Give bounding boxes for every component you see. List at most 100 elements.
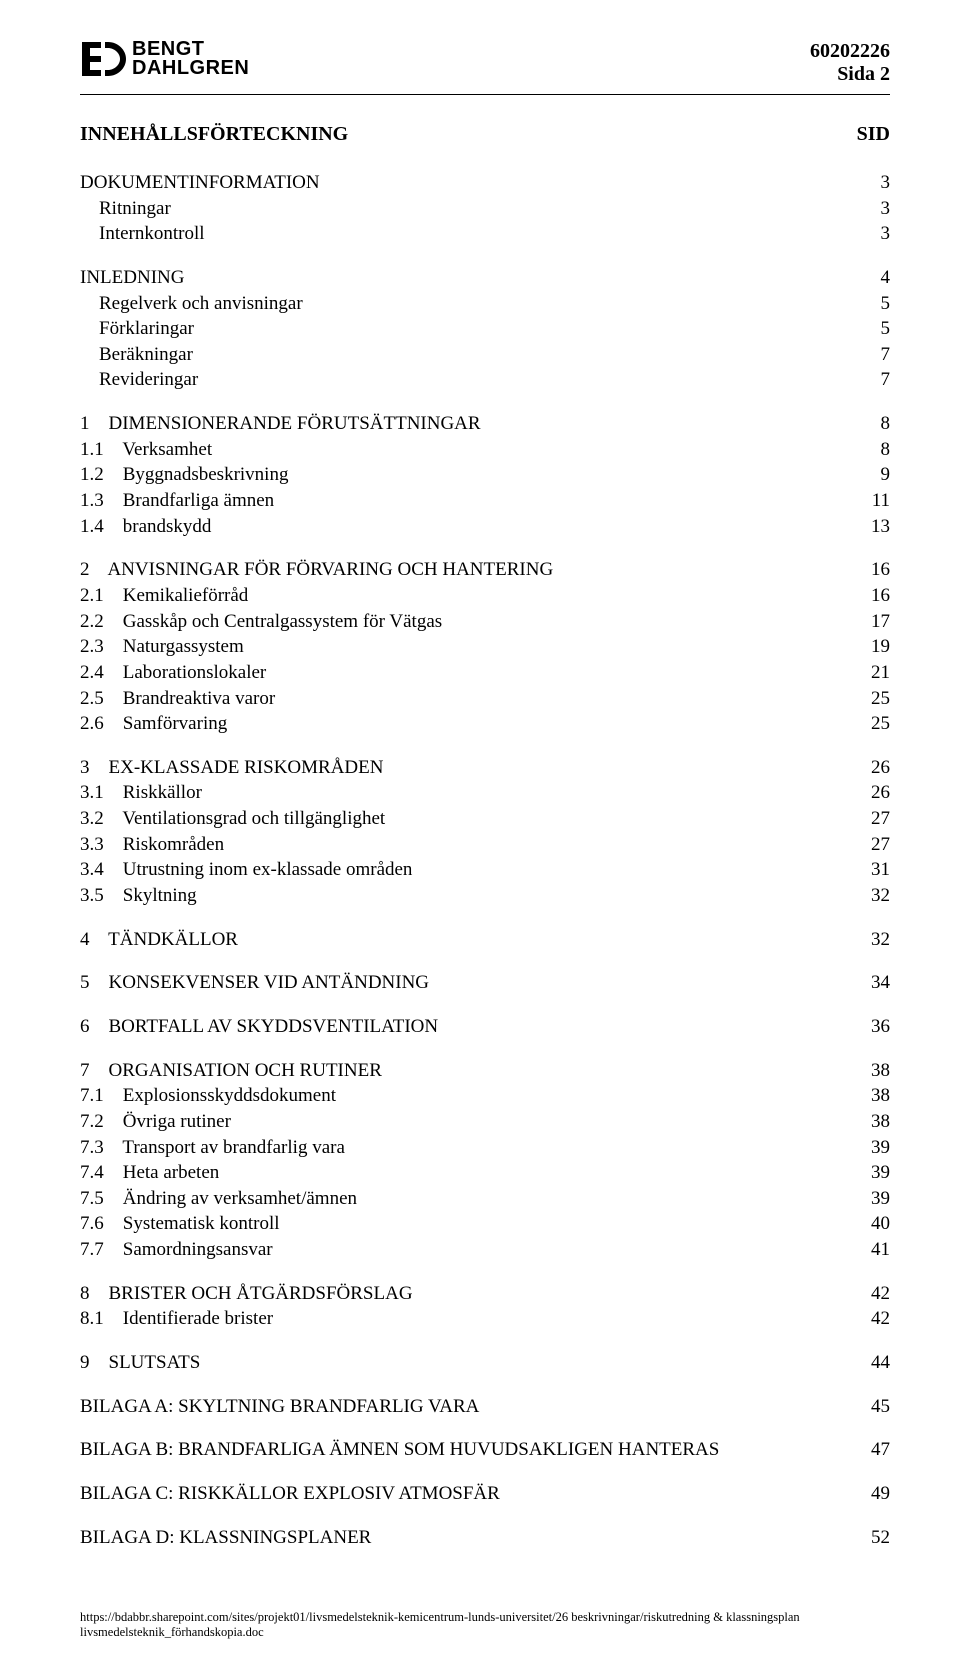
toc-row: Ritningar3 bbox=[80, 196, 890, 222]
toc-page-number: 44 bbox=[859, 1350, 890, 1376]
toc-page-number: 16 bbox=[859, 557, 890, 583]
toc-row: Regelverk och anvisningar5 bbox=[80, 291, 890, 317]
toc-page-number: 39 bbox=[859, 1186, 890, 1212]
page-footer: https://bdabbr.sharepoint.com/sites/proj… bbox=[80, 1610, 890, 1640]
toc-label: 4 TÄNDKÄLLOR bbox=[80, 927, 238, 953]
toc-row: BILAGA D: KLASSNINGSPLANER52 bbox=[80, 1525, 890, 1551]
toc-label: 1.2 Byggnadsbeskrivning bbox=[80, 462, 288, 488]
toc-label: Beräkningar bbox=[80, 342, 193, 368]
toc-page-number: 47 bbox=[859, 1437, 890, 1463]
toc-page-number: 38 bbox=[859, 1058, 890, 1084]
toc-row: 3.5 Skyltning32 bbox=[80, 883, 890, 909]
toc-label: 2.2 Gasskåp och Centralgassystem för Vät… bbox=[80, 609, 442, 635]
toc-page-number: 52 bbox=[859, 1525, 890, 1551]
toc-page-number: 38 bbox=[859, 1083, 890, 1109]
logo-icon bbox=[80, 40, 126, 78]
toc-page-number: 26 bbox=[859, 755, 890, 781]
toc-group: 5 KONSEKVENSER VID ANTÄNDNING 34 bbox=[80, 970, 890, 996]
toc-label: 3.5 Skyltning bbox=[80, 883, 197, 909]
toc-page-number: 49 bbox=[859, 1481, 890, 1507]
toc-row: Förklaringar5 bbox=[80, 316, 890, 342]
toc-row: 9 SLUTSATS 44 bbox=[80, 1350, 890, 1376]
toc-page-number: 42 bbox=[859, 1281, 890, 1307]
toc-page-number: 19 bbox=[859, 634, 890, 660]
toc-page-number: 7 bbox=[869, 367, 891, 393]
toc-row: 1.1 Verksamhet8 bbox=[80, 437, 890, 463]
toc-label: 1.3 Brandfarliga ämnen bbox=[80, 488, 274, 514]
toc-row: Internkontroll3 bbox=[80, 221, 890, 247]
toc-label: 7.5 Ändring av verksamhet/ämnen bbox=[80, 1186, 357, 1212]
toc-label: 8 BRISTER OCH ÅTGÄRDSFÖRSLAG bbox=[80, 1281, 413, 1307]
document-number: 60202226 bbox=[810, 40, 890, 63]
toc-row: 3 EX-KLASSADE RISKOMRÅDEN 26 bbox=[80, 755, 890, 781]
toc-page-number: 38 bbox=[859, 1109, 890, 1135]
toc-row: 7.4 Heta arbeten39 bbox=[80, 1160, 890, 1186]
toc-label: 3.1 Riskkällor bbox=[80, 780, 202, 806]
toc-heading-left: INNEHÅLLSFÖRTECKNING bbox=[80, 123, 348, 146]
toc-page-number: 36 bbox=[859, 1014, 890, 1040]
toc-label: BILAGA C: RISKKÄLLOR EXPLOSIV ATMOSFÄR bbox=[80, 1481, 500, 1507]
toc-row: 7.1 Explosionsskyddsdokument38 bbox=[80, 1083, 890, 1109]
toc-label: 6 BORTFALL AV SKYDDSVENTILATION bbox=[80, 1014, 438, 1040]
brand-logo: BENGT DAHLGREN bbox=[80, 40, 249, 78]
toc-page-number: 3 bbox=[869, 196, 891, 222]
toc-row: 2.4 Laborationslokaler 21 bbox=[80, 660, 890, 686]
toc-page-number: 27 bbox=[859, 806, 890, 832]
toc-label: 2.4 Laborationslokaler bbox=[80, 660, 266, 686]
toc-group: INLEDNING 4 Regelverk och anvisningar5 Fö… bbox=[80, 265, 890, 393]
toc-row: DOKUMENTINFORMATION3 bbox=[80, 170, 890, 196]
toc-page-number: 4 bbox=[869, 265, 891, 291]
toc-row: BILAGA C: RISKKÄLLOR EXPLOSIV ATMOSFÄR 49 bbox=[80, 1481, 890, 1507]
toc-row: BILAGA A: SKYLTNING BRANDFARLIG VARA 45 bbox=[80, 1394, 890, 1420]
toc-label: 2.1 Kemikalieförråd bbox=[80, 583, 248, 609]
toc-label: 3 EX-KLASSADE RISKOMRÅDEN bbox=[80, 755, 383, 781]
toc-page-number: 42 bbox=[859, 1306, 890, 1332]
toc-group: 8 BRISTER OCH ÅTGÄRDSFÖRSLAG428.1 Identi… bbox=[80, 1281, 890, 1332]
toc-page-number: 17 bbox=[859, 609, 890, 635]
toc-label: 7.7 Samordningsansvar bbox=[80, 1237, 273, 1263]
toc-label: BILAGA B: BRANDFARLIGA ÄMNEN SOM HUVUDSA… bbox=[80, 1437, 719, 1463]
toc-row: 3.2 Ventilationsgrad och tillgänglighet2… bbox=[80, 806, 890, 832]
toc-row: 2 ANVISNINGAR FÖR FÖRVARING OCH HANTERIN… bbox=[80, 557, 890, 583]
toc-row: 1.3 Brandfarliga ämnen11 bbox=[80, 488, 890, 514]
toc-page-number: 25 bbox=[859, 686, 890, 712]
toc-page-number: 45 bbox=[859, 1394, 890, 1420]
toc-label: 2.6 Samförvaring bbox=[80, 711, 227, 737]
toc-label: 2 ANVISNINGAR FÖR FÖRVARING OCH HANTERIN… bbox=[80, 557, 553, 583]
toc-page-number: 31 bbox=[859, 857, 890, 883]
toc-row: 2.3 Naturgassystem19 bbox=[80, 634, 890, 660]
toc-row: 7.5 Ändring av verksamhet/ämnen 39 bbox=[80, 1186, 890, 1212]
toc-row: 3.4 Utrustning inom ex-klassade områden3… bbox=[80, 857, 890, 883]
toc-page-number: 5 bbox=[869, 291, 891, 317]
toc-row: 2.5 Brandreaktiva varor 25 bbox=[80, 686, 890, 712]
document-page: BENGT DAHLGREN 60202226 Sida 2 INNEHÅLLS… bbox=[0, 0, 960, 1680]
toc-label: BILAGA A: SKYLTNING BRANDFARLIG VARA bbox=[80, 1394, 479, 1420]
toc-page-number: 34 bbox=[859, 970, 890, 996]
toc-page-number: 3 bbox=[869, 221, 891, 247]
toc-row: 7.7 Samordningsansvar41 bbox=[80, 1237, 890, 1263]
brand-name: BENGT DAHLGREN bbox=[132, 40, 249, 78]
toc-page-number: 21 bbox=[859, 660, 890, 686]
toc-row: 5 KONSEKVENSER VID ANTÄNDNING 34 bbox=[80, 970, 890, 996]
toc-page-number: 25 bbox=[859, 711, 890, 737]
toc-label: 2.5 Brandreaktiva varor bbox=[80, 686, 275, 712]
toc-group: 1 DIMENSIONERANDE FÖRUTSÄTTNINGAR81.1 Ve… bbox=[80, 411, 890, 539]
toc-page-number: 39 bbox=[859, 1160, 890, 1186]
toc-label: INLEDNING bbox=[80, 265, 184, 291]
toc-page-number: 27 bbox=[859, 832, 890, 858]
toc-row: Revideringar 7 bbox=[80, 367, 890, 393]
toc-row: 8.1 Identifierade brister 42 bbox=[80, 1306, 890, 1332]
toc-label: 7.6 Systematisk kontroll bbox=[80, 1211, 280, 1237]
toc-group: BILAGA C: RISKKÄLLOR EXPLOSIV ATMOSFÄR 49 bbox=[80, 1481, 890, 1507]
toc-row: 6 BORTFALL AV SKYDDSVENTILATION 36 bbox=[80, 1014, 890, 1040]
header-meta: 60202226 Sida 2 bbox=[810, 40, 890, 86]
toc-group: BILAGA D: KLASSNINGSPLANER52 bbox=[80, 1525, 890, 1551]
toc-label: 9 SLUTSATS bbox=[80, 1350, 200, 1376]
toc-group: BILAGA A: SKYLTNING BRANDFARLIG VARA 45 bbox=[80, 1394, 890, 1420]
toc-label: Revideringar bbox=[80, 367, 198, 393]
toc-label: 8.1 Identifierade brister bbox=[80, 1306, 273, 1332]
toc-page-number: 7 bbox=[869, 342, 891, 368]
toc-row: 1 DIMENSIONERANDE FÖRUTSÄTTNINGAR8 bbox=[80, 411, 890, 437]
toc-group: 3 EX-KLASSADE RISKOMRÅDEN 26 3.1 Riskkällo… bbox=[80, 755, 890, 909]
toc-label: 5 KONSEKVENSER VID ANTÄNDNING bbox=[80, 970, 429, 996]
